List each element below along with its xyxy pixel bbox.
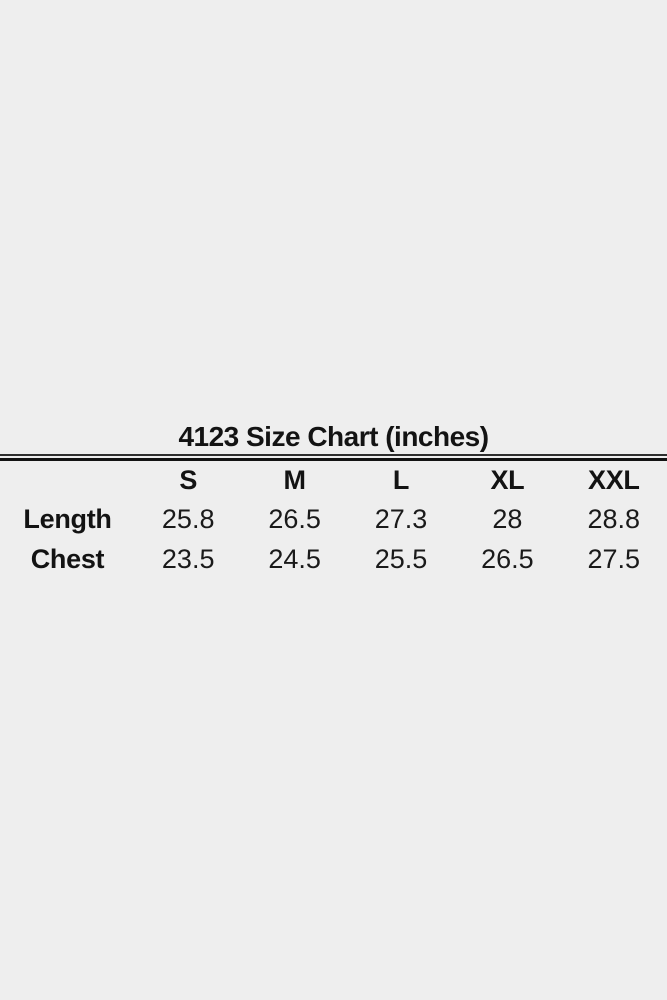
cell-chest-xl: 26.5 (481, 543, 534, 574)
cell-chest-s: 23.5 (161, 543, 215, 574)
divider-thick-line (0, 458, 667, 461)
cell-chest-l: 25.5 (374, 543, 428, 574)
size-chart: 4123 Size Chart (inches) S M L XL XXL Le… (0, 420, 667, 579)
cell-length-xxl: 28.8 (587, 503, 641, 534)
column-header-xxl: XXL (587, 464, 640, 495)
row-label-chest: Chest (30, 543, 105, 574)
row-label-length: Length (23, 503, 112, 534)
column-header-l: L (392, 464, 410, 495)
size-table: S M L XL XXL Length 25.8 26.5 27.3 28 28… (0, 461, 667, 579)
corner-empty-cell (0, 461, 135, 499)
chart-title: 4123 Size Chart (inches) (178, 421, 489, 452)
column-header-m: M (283, 464, 306, 495)
cell-length-xl: 28 (492, 503, 523, 534)
cell-length-s: 25.8 (161, 503, 215, 534)
cell-length-l: 27.3 (374, 503, 428, 534)
divider-double-rule (0, 454, 667, 461)
cell-length-m: 26.5 (268, 503, 321, 534)
column-header-s: S (179, 464, 198, 495)
cell-chest-m: 24.5 (268, 543, 321, 574)
column-header-xl: XL (490, 464, 525, 495)
divider-thin-line (0, 454, 667, 456)
cell-chest-xxl: 27.5 (587, 543, 641, 574)
